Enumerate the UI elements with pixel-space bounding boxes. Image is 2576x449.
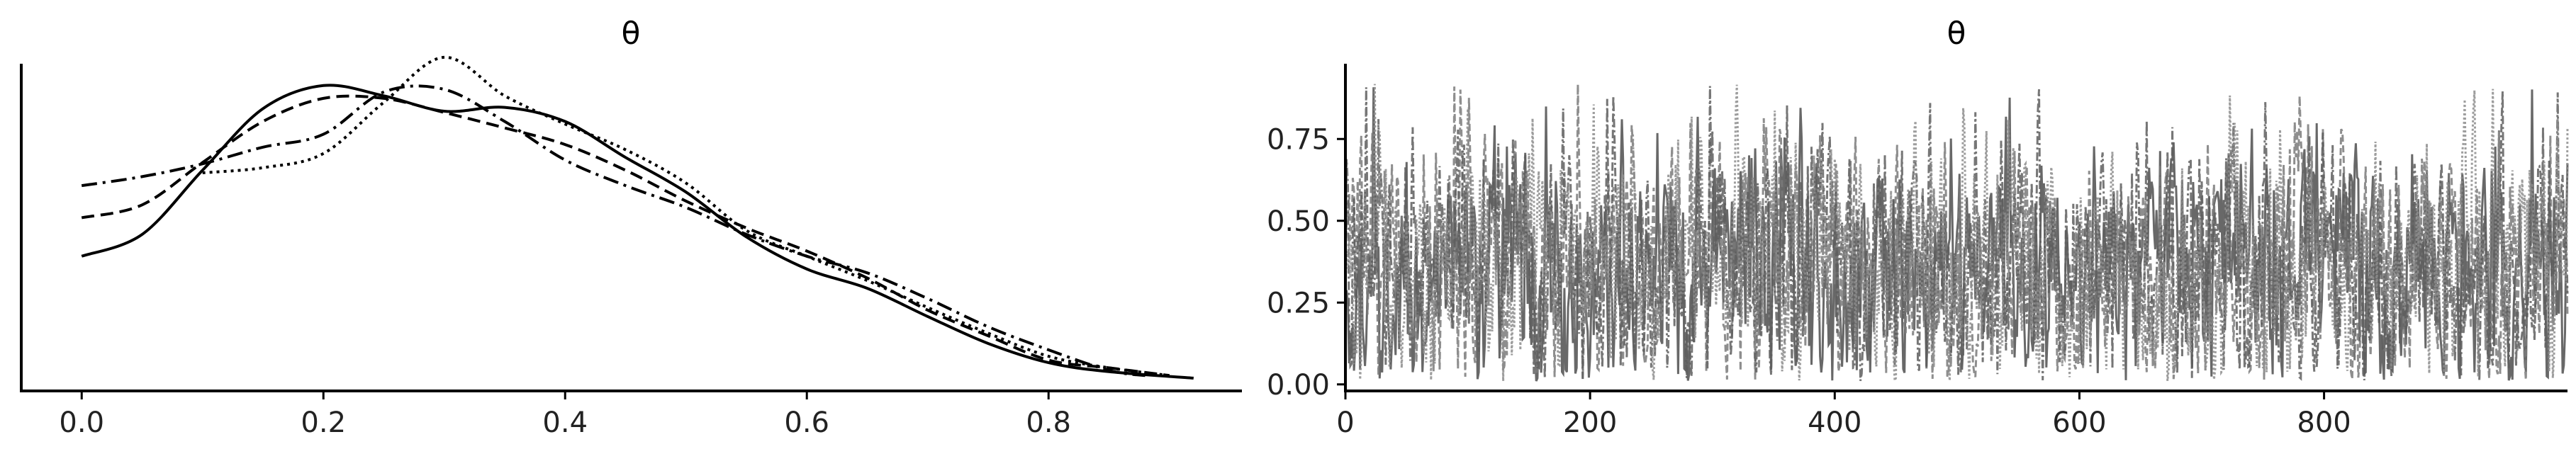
trace-plot-area: [1344, 84, 2569, 382]
trace-x-tick-label: 800: [2297, 407, 2351, 439]
trace-y-tick-label: 0.25: [1267, 287, 1330, 319]
trace-x-ticks: 0 200 400 600 800: [1336, 391, 2351, 439]
density-line-solid: [81, 84, 1194, 380]
trace-line-dashdot: [1344, 86, 2569, 382]
trace-x-tick-label: 600: [2052, 407, 2106, 439]
density-title: θ: [622, 16, 641, 52]
trace-title: θ: [1947, 16, 1966, 52]
trace-line-dotted: [1344, 84, 2569, 382]
trace-x-tick-label: 0: [1336, 407, 1354, 439]
trace-y-ticks: 0.00 0.25 0.50 0.75: [1267, 123, 1345, 402]
trace-panel: θ 0 200 400 600 800 0.00 0.25 0.50 0.75: [1267, 16, 2569, 439]
trace-y-tick-label: 0.50: [1267, 205, 1330, 238]
density-panel: θ 0.0 0.2 0.4 0.6 0.8: [20, 16, 1242, 439]
density-line-dotted: [202, 55, 1170, 377]
density-line-dashed: [81, 94, 1170, 377]
density-x-tick-label: 0.8: [1026, 407, 1071, 439]
trace-y-tick-label: 0.00: [1267, 369, 1330, 402]
density-x-tick-label: 0.2: [301, 407, 346, 439]
trace-y-tick-label: 0.75: [1267, 123, 1330, 156]
density-x-tick-label: 0.0: [59, 407, 104, 439]
density-x-tick-label: 0.4: [542, 407, 588, 439]
density-plot-area: [81, 55, 1194, 380]
density-line-dashdot: [81, 84, 1146, 377]
trace-x-tick-label: 200: [1563, 407, 1617, 439]
trace-x-tick-label: 400: [1808, 407, 1861, 439]
density-x-ticks: 0.0 0.2 0.4 0.6 0.8: [59, 391, 1071, 439]
density-x-tick-label: 0.6: [784, 407, 829, 439]
